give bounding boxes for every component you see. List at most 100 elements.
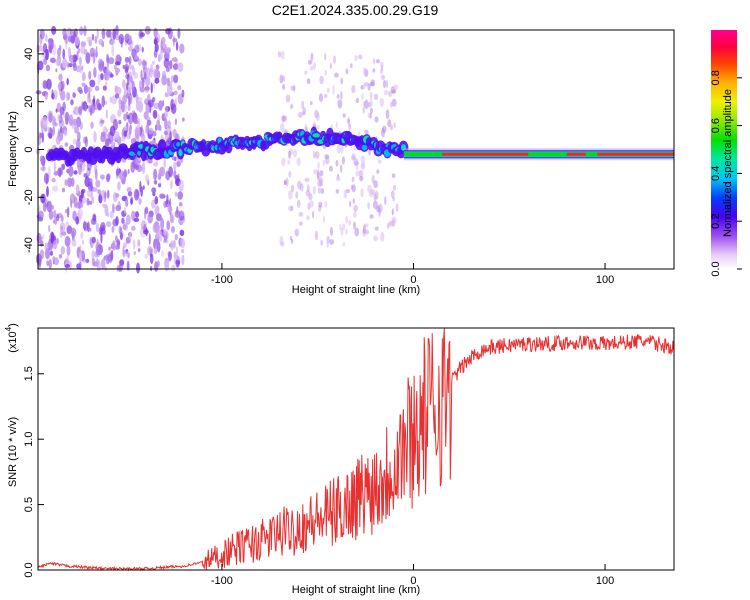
spectrogram-noise-dot xyxy=(317,161,320,169)
spectrogram-noise-dot xyxy=(111,203,115,214)
spectrogram-noise-dot xyxy=(48,258,52,270)
spectrogram-noise-dot xyxy=(64,236,71,247)
spectrogram-noise-dot xyxy=(45,33,48,43)
spectrogram-noise-dot xyxy=(379,97,385,108)
spectrogram-noise-dot xyxy=(89,227,92,232)
spectrogram-noise-dot xyxy=(172,63,179,70)
snr-y-tick-label: 0.5 xyxy=(23,497,35,512)
spectrogram-noise-dot xyxy=(74,125,79,134)
spectrogram-noise-dot xyxy=(163,158,167,168)
snr-multiplier-base: (x10 xyxy=(7,331,19,352)
spectrogram-noise-dot xyxy=(39,28,45,40)
spectrogram-noise-dot xyxy=(174,191,178,197)
spectrogram-noise-dot xyxy=(135,99,140,111)
spectrogram-noise-dot xyxy=(309,65,314,71)
spectrogram-noise-dot xyxy=(358,169,364,178)
colorbar-ticks: 0.0 0.2 0.4 0.6 0.8 xyxy=(710,70,742,277)
spectrogram-noise-dot xyxy=(295,191,299,199)
spectrogram-noise-dot xyxy=(80,44,86,55)
spectrogram-noise-dot xyxy=(318,93,324,103)
spectrogram-y-tick-label: 40 xyxy=(23,48,35,60)
spectrogram-noise-dot xyxy=(316,169,320,180)
spectrogram-noise-dot xyxy=(324,201,328,208)
spectrogram-noise-dot xyxy=(100,232,103,244)
spectrogram-noise-dot xyxy=(161,70,167,79)
spectrogram-noise-dot xyxy=(332,84,335,95)
spectrogram-noise-dot xyxy=(61,231,67,236)
snr-y-tick-label: 1.0 xyxy=(23,432,35,447)
spectrogram-noise-dot xyxy=(156,119,161,131)
spectrogram-noise-dot xyxy=(91,249,95,261)
spectrogram-noise-dot xyxy=(395,203,399,212)
spectrogram-noise-dot xyxy=(340,144,344,154)
spectrogram-noise-dot xyxy=(293,84,296,92)
spectrogram-noise-dot xyxy=(387,119,392,128)
spectrogram-noise-dot xyxy=(320,187,324,195)
spectrogram-noise-dot xyxy=(126,115,130,120)
spectrogram-noise-dot xyxy=(123,125,128,131)
spectrogram-noise-dot xyxy=(91,195,95,204)
spectrogram-noise-dot xyxy=(128,231,132,241)
spectrogram-noise-dot xyxy=(68,54,75,63)
spectrogram-x-tick-label: 0 xyxy=(410,274,416,286)
spectrogram-noise-dot xyxy=(141,46,144,53)
spectrogram-noise-dot xyxy=(163,111,168,119)
spectrogram-noise-dot xyxy=(109,125,116,137)
spectrogram-noise-dot xyxy=(62,57,68,69)
spectrogram-noise-dot xyxy=(60,246,66,255)
spectrogram-noise-dot xyxy=(145,227,148,237)
spectrogram-noise-dot xyxy=(377,159,382,164)
spectrogram-noise-dot xyxy=(106,173,111,181)
snr-y-tick-label: 1.5 xyxy=(23,366,35,381)
spectrogram-noise-dot xyxy=(55,135,61,146)
spectrogram-noise-dot xyxy=(58,253,63,259)
spectrogram-noise-dot xyxy=(94,85,100,92)
spectrogram-noise-dot xyxy=(380,74,386,80)
spectrogram-noise-dot xyxy=(317,179,323,187)
snr-x-tick-label: 100 xyxy=(596,575,614,587)
spectrogram-noise-dot xyxy=(51,89,54,98)
spectrogram-noise-dot xyxy=(355,170,360,177)
spectrogram-noise-dot xyxy=(334,72,339,78)
spectrogram-noise-dot xyxy=(86,86,93,93)
spectrogram-noise-dot xyxy=(55,68,58,73)
spectrogram-noise-dot xyxy=(332,55,336,64)
spectrogram-noise-dot xyxy=(180,215,185,221)
spectrogram-noise-dot xyxy=(117,109,122,117)
spectrogram-noise-dot xyxy=(339,223,342,231)
spectrogram-noise-dot xyxy=(298,211,304,217)
spectrogram-noise-dot xyxy=(100,119,105,124)
spectrogram-noise-dot xyxy=(320,239,324,246)
spectrogram-noise-dot xyxy=(93,131,97,143)
spectrogram-noise-dot xyxy=(288,205,292,212)
spectrogram-noise-dot xyxy=(93,67,97,78)
spectrogram-noise-dot xyxy=(73,106,80,116)
spectrogram-noise-dot xyxy=(123,113,128,121)
spectrogram-noise-dot xyxy=(318,201,323,208)
spectrogram-noise-dot xyxy=(133,119,139,124)
spectrogram-noise-dot xyxy=(153,102,160,109)
spectrogram-noise-dot xyxy=(173,74,179,84)
spectrogram-noise-dot xyxy=(335,189,339,194)
spectrogram-noise-dot xyxy=(111,44,115,57)
spectrogram-noise-dot xyxy=(82,195,86,204)
colorbar-tick-label: 0.4 xyxy=(710,166,722,181)
spectrogram-noise-dot xyxy=(59,82,62,90)
spectrogram-noise-dot xyxy=(345,68,349,75)
spectrogram-noise-dot xyxy=(317,187,322,194)
spectrogram-noise-dot xyxy=(340,90,343,100)
spectrogram-noise-dot xyxy=(89,194,93,199)
spectrogram-noise-dot xyxy=(78,64,83,74)
spectrogram-noise-dot xyxy=(390,101,393,108)
spectrogram-noise-dot xyxy=(374,226,379,231)
spectrogram-noise-dot xyxy=(94,169,98,181)
spectrogram-noise-dot xyxy=(76,131,81,141)
spectrogram-noise-dot xyxy=(45,173,49,185)
spectrogram-noise-dot xyxy=(323,53,327,61)
spectrogram-noise-dot xyxy=(148,247,154,255)
spectrogram-noise-dot xyxy=(81,71,86,82)
spectrogram-noise-dot xyxy=(77,159,80,171)
spectrogram-noise-dot xyxy=(75,184,80,194)
spectrogram-noise-dot xyxy=(40,193,46,204)
spectrogram-noise-dot xyxy=(149,253,154,265)
